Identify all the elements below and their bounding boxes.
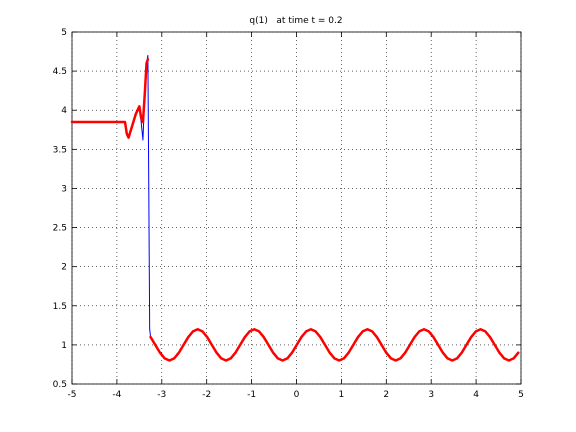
y-tick-label: 4.5 bbox=[53, 67, 67, 77]
x-tick-label: -5 bbox=[68, 390, 77, 400]
x-tick-label: 3 bbox=[428, 390, 434, 400]
x-tick-label: 2 bbox=[383, 390, 389, 400]
x-tick-label: -3 bbox=[157, 390, 166, 400]
x-tick-label: -1 bbox=[247, 390, 256, 400]
plot-frame bbox=[71, 31, 522, 385]
y-tick-label: 1.5 bbox=[53, 302, 67, 312]
x-tick-label: -4 bbox=[112, 390, 121, 400]
data-line bbox=[70, 58, 520, 362]
x-tick-label: 5 bbox=[518, 390, 524, 400]
x-tick-label: 1 bbox=[339, 390, 345, 400]
y-tick-label: 3 bbox=[61, 184, 67, 194]
y-tick-label: 1 bbox=[61, 341, 67, 351]
y-tick-label: 2 bbox=[61, 263, 67, 273]
x-tick-label: 4 bbox=[473, 390, 479, 400]
chart-title: q(1) at time t = 0.2 bbox=[249, 16, 342, 26]
x-tick-label: -2 bbox=[202, 390, 211, 400]
y-tick-label: 0.5 bbox=[53, 380, 67, 390]
y-tick-label: 2.5 bbox=[53, 224, 67, 234]
y-tick-label: 3.5 bbox=[53, 145, 67, 155]
y-tick-label: 5 bbox=[61, 28, 67, 38]
y-tick-label: 4 bbox=[61, 106, 67, 116]
x-tick-label: 0 bbox=[294, 390, 300, 400]
